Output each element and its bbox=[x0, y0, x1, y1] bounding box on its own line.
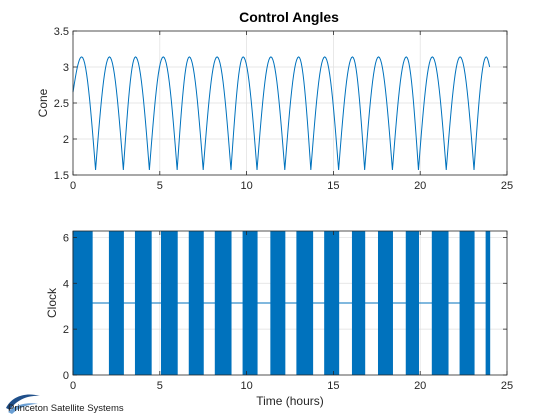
x-tick-label: 5 bbox=[157, 180, 163, 192]
x-tick-label: 25 bbox=[501, 180, 513, 192]
clock-switching-band bbox=[485, 231, 491, 375]
y-tick-label: 3 bbox=[63, 62, 69, 74]
clock-switching-band bbox=[324, 231, 340, 375]
x-tick-label: 15 bbox=[327, 380, 339, 392]
clock-switching-band bbox=[270, 231, 286, 375]
x-tick-label: 5 bbox=[157, 380, 163, 392]
cone-axes: 0 5 10 15 20 25 1.5 2 2.5 3 3.5 Cone bbox=[36, 26, 513, 192]
y-tick-label: 0 bbox=[63, 370, 69, 382]
cone-ticks: 0 5 10 15 20 25 1.5 2 2.5 3 3.5 bbox=[54, 26, 513, 192]
x-tick-label: 25 bbox=[501, 380, 513, 392]
y-tick-label: 2 bbox=[63, 134, 69, 146]
clock-switching-band bbox=[351, 231, 366, 375]
clock-switching-band bbox=[431, 231, 449, 375]
swoosh-logo-icon bbox=[6, 394, 40, 414]
clock-switching-band bbox=[108, 231, 124, 375]
clock-switching-band bbox=[405, 231, 420, 375]
clock-axes-box bbox=[72, 230, 508, 376]
y-tick-label: 3.5 bbox=[54, 26, 69, 38]
clock-switching-band bbox=[242, 231, 258, 375]
brand-text: Princeton Satellite Systems bbox=[8, 403, 124, 414]
clock-switching-band bbox=[160, 231, 178, 375]
clock-switching-band bbox=[214, 231, 232, 375]
clock-switching-band bbox=[296, 231, 314, 375]
y-tick-label: 1.5 bbox=[54, 170, 69, 182]
cone-ylabel: Cone bbox=[36, 88, 50, 117]
y-tick-label: 2 bbox=[63, 324, 69, 336]
x-tick-label: 0 bbox=[70, 180, 76, 192]
y-tick-label: 4 bbox=[63, 278, 69, 290]
clock-ticks: 0 5 10 15 20 25 0 2 4 6 bbox=[63, 231, 513, 392]
clock-switching-band bbox=[459, 231, 475, 375]
x-tick-label: 20 bbox=[414, 180, 426, 192]
clock-ylabel: Clock bbox=[45, 287, 59, 318]
x-tick-label: 10 bbox=[240, 380, 252, 392]
clock-series-line bbox=[72, 231, 491, 375]
clock-switching-band bbox=[134, 231, 152, 375]
clock-xlabel: Time (hours) bbox=[256, 394, 324, 408]
cone-series-line bbox=[72, 56, 491, 170]
x-tick-label: 10 bbox=[240, 180, 252, 192]
clock-switching-band bbox=[72, 231, 93, 375]
x-tick-label: 20 bbox=[414, 380, 426, 392]
clock-switching-band bbox=[377, 231, 393, 375]
x-tick-label: 15 bbox=[327, 180, 339, 192]
clock-axes: 0 5 10 15 20 25 0 2 4 6 Clock Time (hours) bbox=[45, 230, 513, 408]
y-tick-label: 2.5 bbox=[54, 98, 69, 110]
x-tick-label: 0 bbox=[70, 380, 76, 392]
brand-footer: Princeton Satellite Systems bbox=[4, 392, 154, 418]
y-tick-label: 6 bbox=[63, 232, 69, 244]
clock-switching-band bbox=[188, 231, 204, 375]
figure-title: Control Angles bbox=[239, 9, 339, 25]
